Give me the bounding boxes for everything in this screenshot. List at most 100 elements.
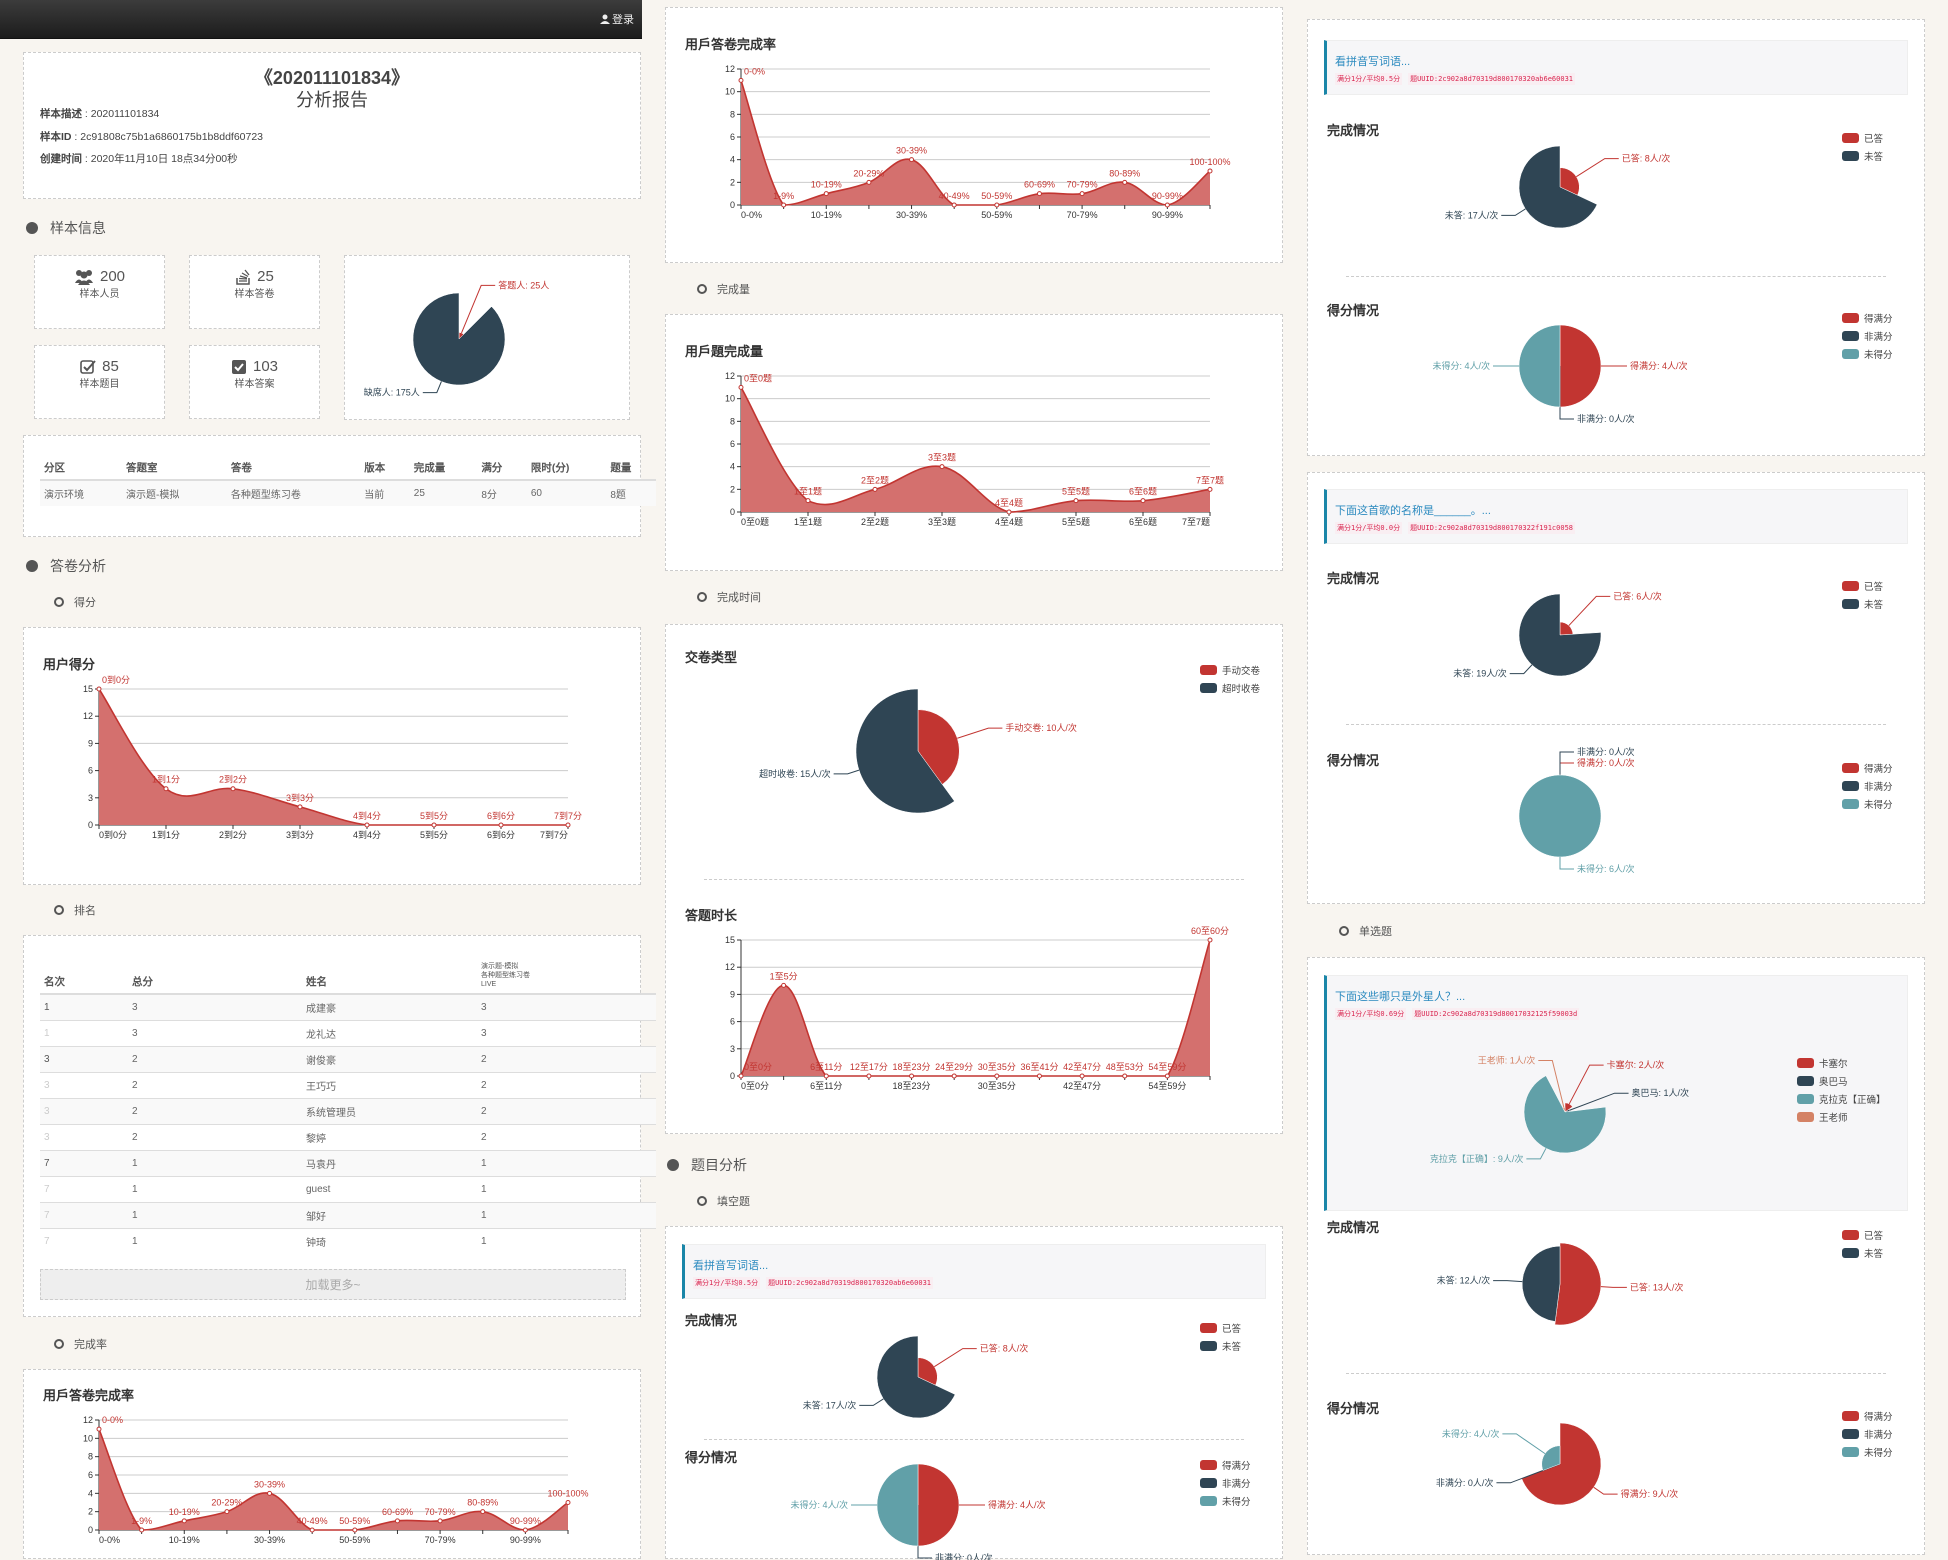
data-label: 1-9% xyxy=(773,191,794,201)
legend: 已答 未答 xyxy=(1842,577,1883,613)
report-card: 《202011101834》 分析报告 样本描述 : 202011101834 … xyxy=(23,52,641,199)
data-point xyxy=(738,77,744,83)
meta-badge: 满分1分/平均0.0分 xyxy=(1335,522,1403,534)
legend-item[interactable]: 未得分 xyxy=(1842,1443,1893,1461)
meta-badge: 满分1分/平均0.5分 xyxy=(693,1277,761,1289)
y-tick-label: 15 xyxy=(725,935,735,945)
stat-value: 25 xyxy=(257,268,274,285)
name-cell: guest xyxy=(302,1175,477,1202)
legend-item[interactable]: 非满分 xyxy=(1842,1425,1893,1443)
data-label: 80-89% xyxy=(467,1498,498,1508)
pie-slice xyxy=(1518,324,1561,408)
pie-label: 非满分: 0人/次 xyxy=(1577,746,1635,757)
legend-item[interactable]: 得满分 xyxy=(1842,1407,1893,1425)
data-label: 3至3题 xyxy=(928,453,956,463)
legend-item[interactable]: 已答 xyxy=(1200,1319,1241,1337)
column-header: 限时(分) xyxy=(526,456,607,481)
legend-item[interactable]: 超时收卷 xyxy=(1200,679,1260,697)
legend-item[interactable]: 奥巴马 xyxy=(1797,1072,1886,1090)
table-row: 7 1 邹好 1 xyxy=(40,1201,656,1228)
legend-swatch xyxy=(1842,599,1859,609)
data-label: 30-39% xyxy=(896,146,927,156)
data-point xyxy=(309,1527,315,1533)
legend-item[interactable]: 克拉克【正确】 xyxy=(1797,1090,1886,1108)
total-cell: 1 xyxy=(128,1175,302,1202)
legend-label: 卡塞尔 xyxy=(1819,1059,1848,1070)
legend-item[interactable]: 已答 xyxy=(1842,577,1883,595)
legend-label: 得满分 xyxy=(1864,314,1893,325)
label-line xyxy=(1593,1486,1618,1495)
legend-item[interactable]: 未答 xyxy=(1842,595,1883,613)
legend-label: 已答 xyxy=(1864,134,1884,145)
legend-item[interactable]: 手动交卷 xyxy=(1200,661,1260,679)
pie-label: 未答: 17人/次 xyxy=(1445,209,1499,220)
pie-label: 未得分: 6人/次 xyxy=(1577,863,1635,874)
data-point xyxy=(224,1509,230,1515)
label-line xyxy=(1502,1433,1546,1455)
stat-value: 200 xyxy=(99,268,126,285)
data-point xyxy=(909,1073,915,1079)
legend: 得满分 非满分 未得分 xyxy=(1842,759,1893,813)
legend-item[interactable]: 非满分 xyxy=(1200,1474,1251,1492)
legend-item[interactable]: 非满分 xyxy=(1842,777,1893,795)
legend-item[interactable]: 非满分 xyxy=(1842,327,1893,345)
load-more-button[interactable]: 加载更多~ xyxy=(40,1269,626,1300)
pie-slice xyxy=(1559,324,1602,408)
pie-slice xyxy=(1523,1075,1607,1154)
field-sample-id: 样本ID : 2c91808c75b1a6860175b1b8ddf60723 xyxy=(40,131,264,143)
legend-item[interactable]: 得满分 xyxy=(1200,1456,1251,1474)
name-cell: 王巧巧 xyxy=(302,1071,477,1098)
pie-label: 未答: 17人/次 xyxy=(803,1399,857,1410)
legend-item[interactable]: 未答 xyxy=(1842,1244,1883,1262)
data-point xyxy=(181,1518,187,1524)
name-cell: 龙礼达 xyxy=(302,1019,477,1046)
legend-item[interactable]: 已答 xyxy=(1842,129,1883,147)
data-label: 4到4分 xyxy=(353,810,381,821)
label-line xyxy=(1568,595,1611,626)
score-cell: 3 xyxy=(477,993,656,1020)
pie-label: 得满分: 4人/次 xyxy=(1630,360,1688,371)
name-cell: 成建豪 xyxy=(302,993,477,1020)
data-point xyxy=(437,1518,443,1524)
pie-label: 超时收卷: 15人/次 xyxy=(759,768,831,779)
subsection-title: 完成时间 xyxy=(717,592,761,604)
rank-cell: 1 xyxy=(40,1019,128,1046)
users-icon xyxy=(74,269,93,285)
question-title[interactable]: 看拼音写词语... xyxy=(693,1260,769,1272)
legend-label: 超时收卷 xyxy=(1222,684,1261,695)
legend-item[interactable]: 已答 xyxy=(1842,1226,1883,1244)
divider xyxy=(1346,276,1886,277)
legend-item[interactable]: 未答 xyxy=(1842,147,1883,165)
section-title: 答卷分析 xyxy=(50,558,106,574)
ring-icon xyxy=(697,284,707,294)
legend-item[interactable]: 未得分 xyxy=(1842,795,1893,813)
label-line xyxy=(934,1348,977,1368)
question-title[interactable]: 下面这首歌的名称是______。... xyxy=(1335,505,1491,517)
legend-item[interactable]: 未得分 xyxy=(1842,345,1893,363)
meta-badge: 题UUID:2c902a8d70319d800170320ab6e60031 xyxy=(766,1277,934,1289)
legend-label: 非满分 xyxy=(1864,1430,1893,1441)
score-cell: 1 xyxy=(477,1227,656,1254)
question-title[interactable]: 下面这些哪只是外星人？... xyxy=(1335,991,1466,1003)
data-point xyxy=(163,786,169,792)
legend-item[interactable]: 未答 xyxy=(1200,1337,1241,1355)
legend-item[interactable]: 王老师 xyxy=(1797,1108,1886,1126)
question-title[interactable]: 看拼音写词语... xyxy=(1335,56,1411,68)
legend-item[interactable]: 未得分 xyxy=(1200,1492,1251,1510)
table-cell: 当前 xyxy=(360,479,410,506)
data-point xyxy=(909,157,915,163)
legend-item[interactable]: 卡塞尔 xyxy=(1797,1054,1886,1072)
login-link[interactable]: 登录 xyxy=(600,11,634,27)
legend-label: 非满分 xyxy=(1864,332,1893,343)
duration-chart: 答题时长 0 3 6 9 12 15 0至0分 6至11分 18至23分 30至35分 42至47分 5… xyxy=(666,625,1282,1133)
legend-item[interactable]: 得满分 xyxy=(1842,759,1893,777)
legend-label: 未得分 xyxy=(1864,1448,1893,1459)
legend-swatch xyxy=(1200,1496,1217,1506)
subsection-title: 完成率 xyxy=(74,1339,107,1351)
legend-item[interactable]: 得满分 xyxy=(1842,309,1893,327)
stat-sample-papers: 25 样本答卷 xyxy=(189,255,320,329)
legend-swatch xyxy=(1200,665,1217,675)
